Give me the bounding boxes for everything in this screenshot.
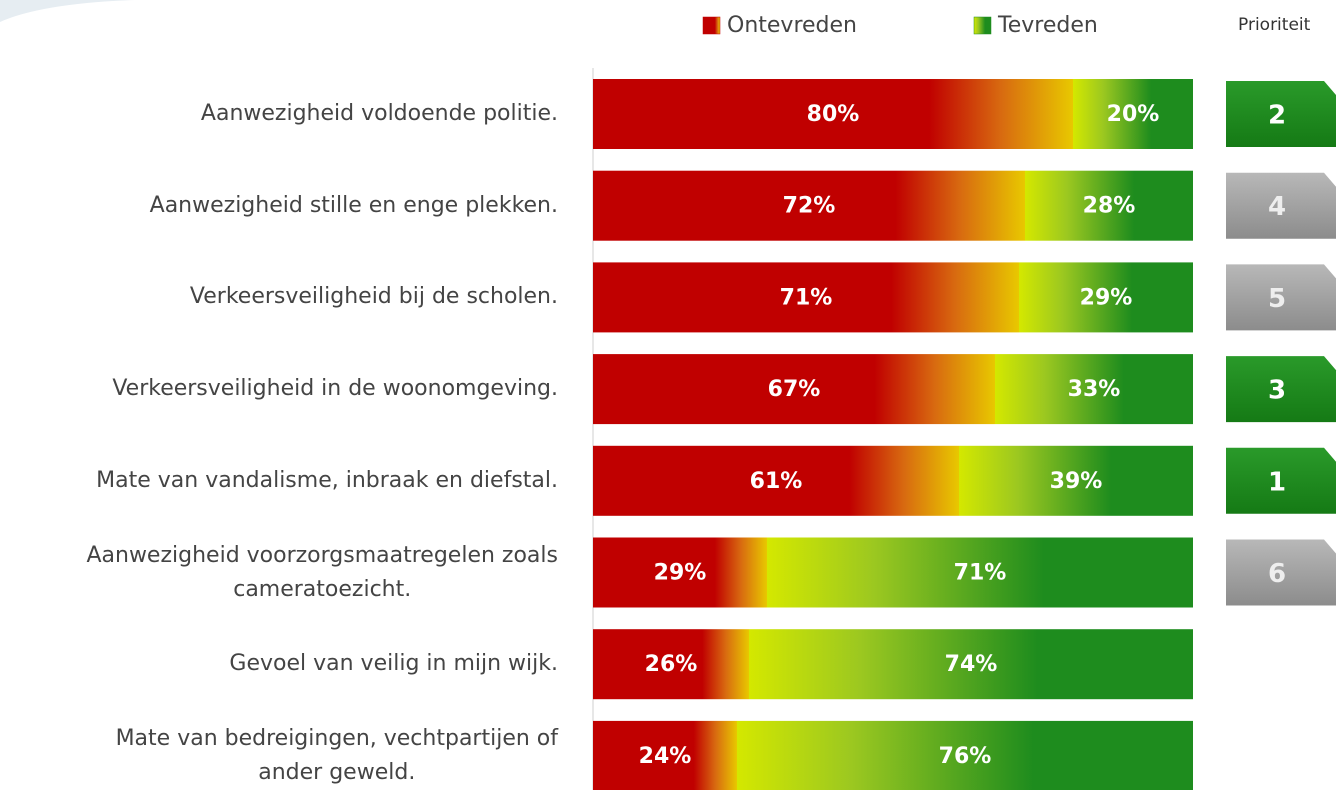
bar-segment — [1019, 262, 1193, 333]
value-label: 39% — [1050, 469, 1103, 494]
priority-value: 2 — [1268, 101, 1286, 131]
priority-value: 3 — [1268, 376, 1286, 406]
category-label: Gevoel van veilig in mijn wijk. — [229, 651, 558, 677]
value-label: 20% — [1107, 102, 1160, 127]
priority-badge — [1226, 264, 1336, 331]
category-label: Verkeersveiligheid in de woonomgeving. — [112, 376, 558, 402]
bar-segment — [593, 445, 959, 516]
value-label: 71% — [780, 285, 833, 310]
category-label: Aanwezigheid voldoende politie. — [200, 101, 558, 126]
priority-value: 5 — [1268, 284, 1286, 314]
bar-segment — [1025, 170, 1193, 241]
bar-segment — [593, 170, 1025, 241]
value-label: 28% — [1083, 194, 1136, 219]
value-label: 72% — [783, 194, 836, 219]
decoration — [0, 0, 230, 22]
priority-value: 4 — [1268, 192, 1286, 222]
value-label: 33% — [1068, 377, 1121, 402]
priority-badge — [1226, 172, 1336, 239]
category-label: Mate van bedreigingen, vechtpartijen of … — [115, 725, 558, 785]
value-label: 26% — [645, 652, 698, 677]
bar-segment — [593, 629, 749, 700]
legend-swatch — [702, 16, 721, 35]
bar-segment — [593, 354, 995, 425]
bar-segment — [593, 79, 1073, 149]
legend-swatch — [973, 16, 992, 35]
value-label: 29% — [654, 561, 707, 586]
category-label: Aanwezigheid voorzorgsmaatregelen zoals … — [86, 542, 558, 602]
value-label: 61% — [750, 469, 803, 494]
priority-badge — [1226, 539, 1336, 606]
priority-badge — [1226, 81, 1336, 147]
bar-segment — [737, 720, 1193, 790]
priority-badge — [1226, 447, 1336, 514]
bar-segment — [593, 720, 737, 790]
value-label: 76% — [939, 744, 992, 769]
priority-value: 1 — [1268, 467, 1286, 497]
priority-badge — [1226, 356, 1336, 423]
value-label: 80% — [807, 102, 860, 127]
legend-label: Ontevreden — [727, 13, 857, 38]
bar-segment — [959, 445, 1193, 516]
category-label: Mate van vandalisme, inbraak en diefstal… — [96, 467, 558, 493]
value-label: 24% — [639, 744, 692, 769]
bar-segment — [749, 629, 1193, 700]
priority-value: 6 — [1268, 559, 1286, 589]
bar-segment — [1073, 79, 1193, 149]
value-label: 71% — [954, 561, 1007, 586]
bar-segment — [593, 262, 1019, 333]
value-label: 67% — [768, 377, 821, 402]
priority-title: Prioriteit — [1238, 15, 1311, 35]
bar-segment — [593, 537, 767, 608]
legend-label: Tevreden — [997, 13, 1098, 38]
category-label: Aanwezigheid stille en enge plekken. — [149, 192, 558, 218]
bar-segment — [995, 354, 1193, 425]
category-label: Verkeersveiligheid bij de scholen. — [189, 284, 558, 310]
bar-segment — [767, 537, 1193, 608]
value-label: 74% — [945, 652, 998, 677]
value-label: 29% — [1080, 285, 1133, 310]
